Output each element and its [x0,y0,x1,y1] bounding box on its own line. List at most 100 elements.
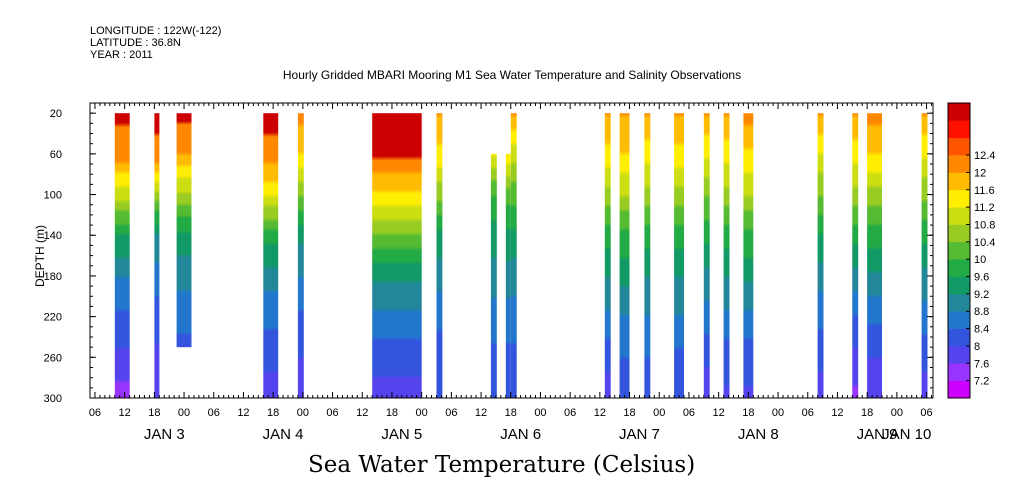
colorbar-bin [948,155,970,173]
x-hour-label: 06 [89,407,101,419]
y-axis-label: DEPTH (m) [33,225,47,287]
colorbar-label: 9.6 [974,272,989,284]
colorbar-bin [948,224,970,243]
x-hour-label: 18 [623,407,635,419]
x-hour-label: 00 [653,407,665,419]
y-tick-label: 140 [44,230,62,242]
colorbar-label: 7.6 [974,358,989,370]
x-hour-label: 06 [683,407,695,419]
y-tick-label: 100 [44,190,62,202]
data-column [505,153,511,398]
data-column [372,113,422,398]
longitude-label: LONGITUDE : 122W(-122) [90,25,222,37]
colorbar-bin [948,363,970,381]
y-tick-label: 220 [44,312,62,324]
colorbar-label: 11.2 [974,202,995,214]
x-hour-label: 00 [297,407,309,419]
colorbar-label: 9.2 [974,289,989,301]
data-column [703,113,710,398]
x-hour-label: 00 [416,407,428,419]
colorbar-bin [948,345,970,364]
data-column [510,113,517,398]
colorbar-bin [948,293,970,312]
colorbar-label: 12.4 [974,150,995,162]
x-day-label: JAN 9 [857,426,898,443]
data-column [743,113,754,398]
x-hour-label: 18 [505,407,517,419]
x-hour-label: 06 [564,407,576,419]
data-column [619,113,630,398]
x-hour-label: 12 [831,407,843,419]
data-column [490,153,497,398]
x-hour-label: 12 [237,407,249,419]
x-hour-label: 00 [891,407,903,419]
x-hour-label: 06 [208,407,220,419]
y-tick-label: 300 [44,393,62,405]
x-day-label: JAN 10 [882,426,931,443]
x-hour-label: 00 [772,407,784,419]
chart-caption: Sea Water Temperature (Celsius) [308,452,696,478]
y-tick-label: 260 [44,352,62,364]
x-day-label: JAN 7 [619,426,660,443]
x-hour-label: 12 [119,407,131,419]
x-hour-label: 12 [594,407,606,419]
data-column [154,113,160,398]
data-column [674,113,684,398]
data-column [114,113,130,398]
data-column [436,113,443,398]
y-tick-label: 20 [50,108,62,120]
colorbar-label: 11.6 [974,185,995,197]
colorbar-frame [947,102,971,399]
colorbar-label: 12 [974,167,986,179]
data-column [723,113,730,398]
colorbar-label: 7.2 [974,376,989,388]
x-day-label: JAN 4 [263,426,304,443]
data-column [604,113,611,398]
x-day-label: JAN 8 [738,426,779,443]
data-column [852,113,859,398]
data-column [176,113,192,348]
colorbar-bin [948,380,970,399]
data-column [921,113,928,398]
colorbar-bin [948,241,970,260]
x-day-label: JAN 5 [381,426,422,443]
colorbar-bin [948,276,970,295]
colorbar: 7.2 7.6 8 8.4 8.8 9.2 9.6 10 10.4 10.8 11.2 11.6 12 1… [947,102,995,399]
colorbar-bin [948,120,970,139]
data-columns [114,113,928,398]
colorbar-label: 10.8 [974,219,995,231]
x-hour-label: 12 [475,407,487,419]
x-hour-label: 18 [148,407,160,419]
x-hour-label: 12 [713,407,725,419]
colorbar-label: 10.4 [974,237,995,249]
x-hour-label: 18 [742,407,754,419]
colorbar-bin [948,103,970,121]
colorbar-bin [948,189,970,208]
data-column [297,113,304,398]
plot-axes: 20 60 100 140 180 220 260 300 06 12 18 00 06 12 18 00 06… [44,102,934,443]
chart-title: Hourly Gridded MBARI Mooring M1 Sea Wate… [282,68,742,82]
colorbar-bin [948,311,970,329]
x-hour-label: 06 [802,407,814,419]
latitude-label: LATITUDE : 36.8N [90,37,181,49]
y-tick-label: 60 [50,149,62,161]
colorbar-bin [948,207,970,225]
colorbar-bin [948,259,970,277]
colorbar-bin [948,137,970,156]
y-tick-label: 180 [44,271,62,283]
x-day-label: JAN 6 [500,426,541,443]
x-hour-label: 06 [445,407,457,419]
x-hour-label: 00 [534,407,546,419]
colorbar-label: 10 [974,254,986,266]
colorbar-label: 8.4 [974,324,989,336]
x-hour-label: 00 [178,407,190,419]
x-day-label: JAN 3 [144,426,185,443]
colorbar-bin [948,328,970,347]
data-column [263,113,279,398]
data-column [817,113,824,398]
colorbar-label: 8.8 [974,306,989,318]
data-column [867,113,882,398]
x-hour-label: 06 [920,407,932,419]
x-hour-label: 18 [267,407,279,419]
